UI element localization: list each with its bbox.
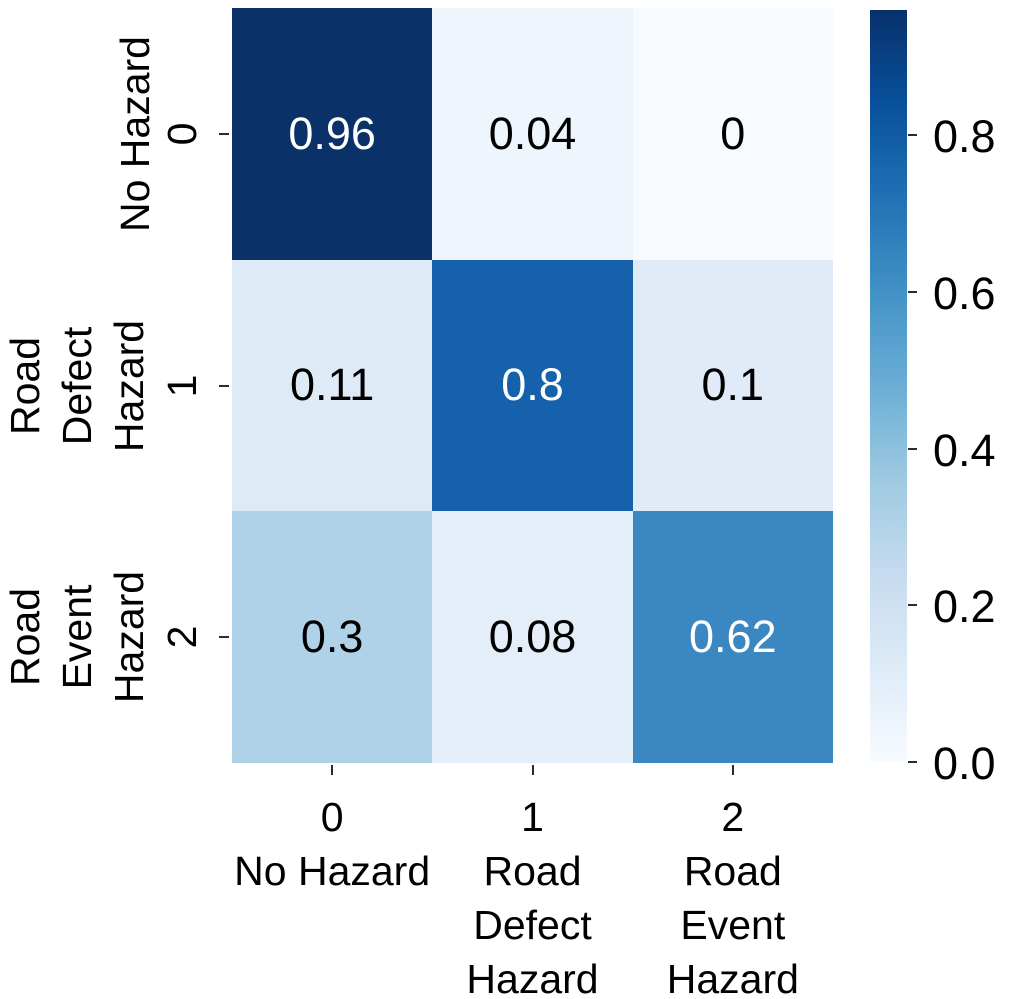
x-tick-label-2: 2 Road Event Hazard <box>666 794 799 999</box>
colorbar <box>870 10 907 762</box>
x-tick-mark-2 <box>731 765 734 775</box>
cell-value: 0.3 <box>300 611 364 663</box>
cell-value: 0.1 <box>701 359 765 411</box>
y-tick-mark-0 <box>219 132 229 135</box>
colorbar-tick-mark-4 <box>908 761 917 763</box>
cell-value: 0.96 <box>288 107 376 159</box>
heatmap-cell-r1c1: 0.8 <box>432 259 633 512</box>
colorbar-tick-label-1: 0.6 <box>933 268 996 319</box>
y-category-label-1: Road Defect Hazard <box>2 319 152 452</box>
heatmap-cell-r0c1: 0.04 <box>432 8 633 260</box>
y-tick-label-1: 1 <box>159 374 205 397</box>
cell-value: 0.04 <box>488 107 577 159</box>
heatmap-cell-r1c2: 0.1 <box>632 259 833 512</box>
cell-value: 0.08 <box>488 611 577 663</box>
heatmap-cell-r2c2: 0.62 <box>632 511 833 763</box>
cell-value: 0.62 <box>689 611 777 663</box>
colorbar-tick-label-0: 0.8 <box>933 111 996 163</box>
x-tick-mark-1 <box>531 765 534 775</box>
cell-value: 0.8 <box>501 359 564 411</box>
y-tick-label-0: 0 <box>159 122 205 146</box>
x-tick-label-0: 0 No Hazard <box>234 794 431 894</box>
colorbar-tick-mark-2 <box>908 447 917 450</box>
x-tick-mark-0 <box>331 765 334 775</box>
heatmap-cell-r0c2: 0 <box>632 8 833 260</box>
cell-value: 0.11 <box>290 359 375 411</box>
colorbar-tick-mark-1 <box>908 291 917 293</box>
y-category-label-2: Road Event Hazard <box>2 571 152 704</box>
heatmap-grid: 0.96 0.04 0 0.11 0.8 0.1 0.3 0.08 0.62 <box>232 8 833 763</box>
y-tick-mark-2 <box>219 636 229 639</box>
y-category-label-0: No Hazard <box>112 35 158 232</box>
cell-value: 0 <box>720 107 746 159</box>
heatmap-cell-r1c0: 0.11 <box>232 259 433 512</box>
colorbar-tick-label-3: 0.2 <box>933 581 996 633</box>
colorbar-tick-label-2: 0.4 <box>933 424 996 476</box>
y-tick-label-2: 2 <box>159 625 205 649</box>
heatmap-cell-r0c0: 0.96 <box>232 8 433 260</box>
colorbar-tick-mark-0 <box>908 134 917 137</box>
colorbar-tick-mark-3 <box>908 604 917 607</box>
y-tick-mark-1 <box>219 384 229 387</box>
heatmap-cell-r2c0: 0.3 <box>232 511 433 763</box>
colorbar-tick-label-4: 0.0 <box>933 738 996 789</box>
heatmap-cell-r2c1: 0.08 <box>432 511 633 763</box>
x-tick-label-1: 1 Road Defect Hazard <box>466 794 599 999</box>
